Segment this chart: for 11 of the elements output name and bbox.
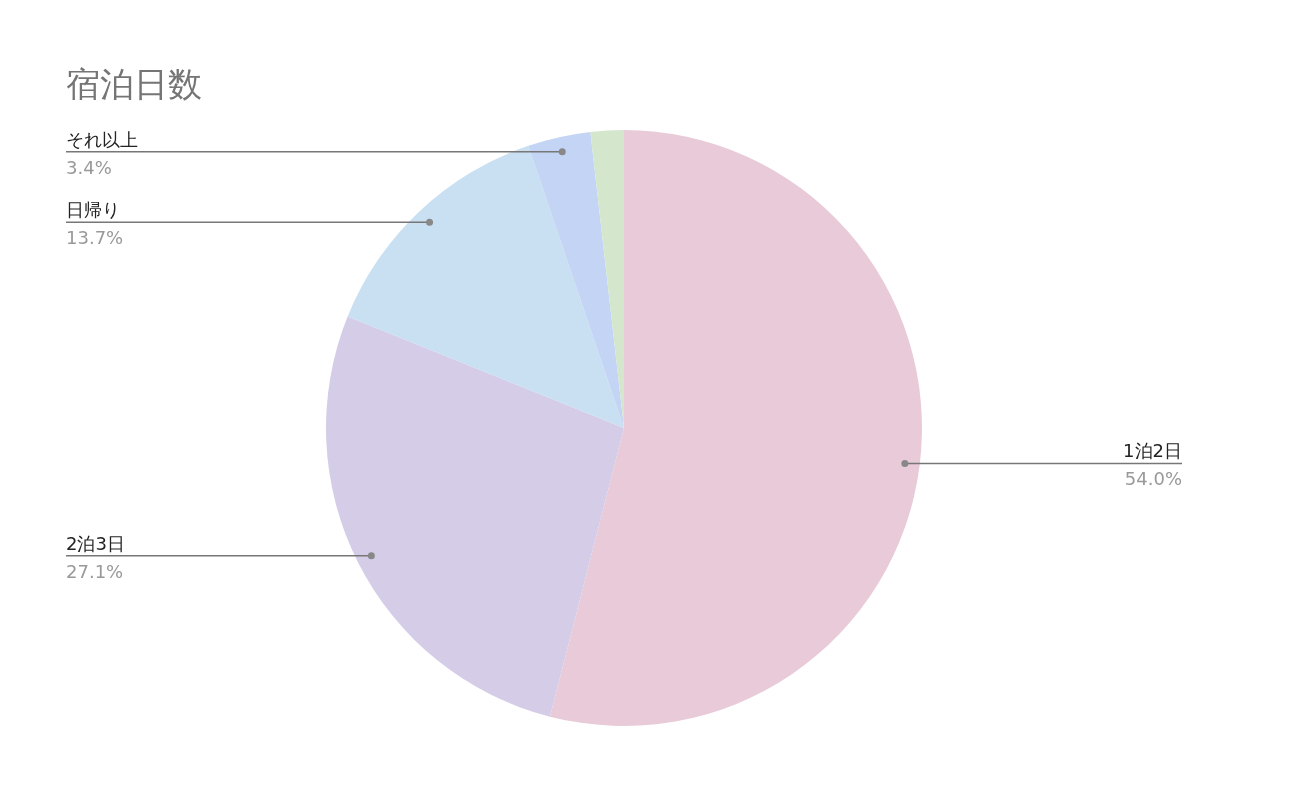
data-label: 13.7%: [66, 227, 124, 249]
slice-label: 1泊2日: [1123, 440, 1182, 462]
slice-label: 2泊3日: [66, 532, 125, 554]
pie-slice: [326, 316, 624, 717]
data-label: 54.0%: [1124, 468, 1182, 490]
slice-label: それ以上: [66, 128, 138, 150]
slice-label: 日帰り: [66, 199, 120, 221]
pie-slice: [549, 130, 922, 726]
chart-title: 宿泊日数: [66, 64, 202, 104]
data-label: 27.1%: [66, 560, 124, 582]
data-label: 3.4%: [66, 156, 112, 178]
